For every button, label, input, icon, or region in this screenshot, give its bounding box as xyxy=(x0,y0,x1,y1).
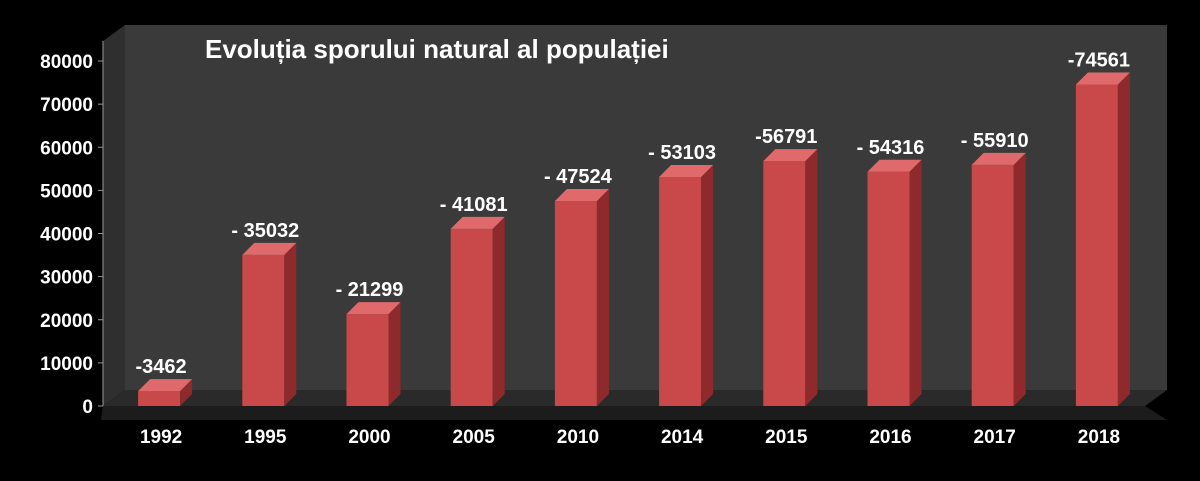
x-tick-label: 2015 xyxy=(765,427,808,448)
y-tick-label: 30000 xyxy=(40,268,93,289)
bar-side xyxy=(180,379,193,406)
data-label: -56791 xyxy=(755,126,817,148)
bar-front xyxy=(554,201,597,406)
bar-top xyxy=(242,242,297,255)
bar-side xyxy=(388,302,401,406)
floor-edge xyxy=(101,406,1167,420)
y-axis: 0 10000 20000 30000 40000 50000 60000 70000 8000… xyxy=(40,41,104,418)
data-label: - 55910 xyxy=(961,130,1029,152)
bar-front xyxy=(867,171,910,406)
bar-front xyxy=(1075,84,1118,406)
y-tick-label: 0 xyxy=(82,397,93,418)
data-label: -74561 xyxy=(1068,49,1130,71)
x-tick-label: 2014 xyxy=(661,427,704,448)
bar-top xyxy=(450,216,505,229)
data-label: - 41081 xyxy=(440,194,508,216)
bar-front xyxy=(659,176,702,406)
bar xyxy=(450,216,505,406)
x-tick-label: 2005 xyxy=(453,427,496,448)
bar-top xyxy=(554,189,609,202)
bar xyxy=(1075,72,1130,406)
bar-side xyxy=(1117,72,1130,406)
x-tick-label: 2016 xyxy=(869,427,911,448)
bar xyxy=(346,302,401,406)
data-label: - 53103 xyxy=(648,142,716,164)
y-tick-label: 10000 xyxy=(40,354,93,375)
data-label: - 35032 xyxy=(231,220,299,242)
bars: -3462 - 35032 - 21299 - 41081 - 47524 - 53103… xyxy=(136,49,1130,406)
bar-top xyxy=(1075,72,1130,85)
bar-side xyxy=(596,189,609,406)
bar-top xyxy=(659,164,714,177)
bar-side xyxy=(284,242,297,406)
bar-top xyxy=(763,149,818,162)
bar-front xyxy=(138,391,181,406)
bar xyxy=(242,242,297,406)
bar-side xyxy=(805,149,818,406)
bar-side xyxy=(909,159,922,406)
x-tick-label: 2000 xyxy=(348,427,390,448)
bar-top xyxy=(138,379,193,392)
bar xyxy=(659,164,714,406)
x-tick-label: 2017 xyxy=(974,427,1016,448)
bar-side xyxy=(1013,152,1026,406)
bar-front xyxy=(346,314,389,406)
bar xyxy=(763,149,818,406)
bar-side xyxy=(701,164,714,406)
bar xyxy=(138,379,193,406)
x-tick-label: 2018 xyxy=(1078,427,1120,448)
bar-top xyxy=(971,152,1026,165)
bar-front xyxy=(450,228,493,406)
side-wall xyxy=(103,25,125,406)
bar-top xyxy=(346,302,401,315)
y-tick-label: 60000 xyxy=(40,138,93,159)
data-label: - 47524 xyxy=(544,166,613,188)
bar xyxy=(867,159,922,406)
bar-front xyxy=(971,164,1014,406)
y-tick-label: 80000 xyxy=(40,52,93,73)
y-tick-label: 50000 xyxy=(40,181,93,202)
y-tick-label: 40000 xyxy=(40,225,93,246)
x-axis: 1992 1995 2000 2005 2010 2014 2015 2016 2017 2018 xyxy=(140,427,1120,448)
data-label: -3462 xyxy=(136,356,187,378)
x-tick-label: 2010 xyxy=(557,427,599,448)
y-tick-label: 70000 xyxy=(40,95,93,116)
x-tick-label: 1992 xyxy=(140,427,182,448)
bar-front xyxy=(242,254,285,406)
x-tick-label: 1995 xyxy=(244,427,287,448)
bar xyxy=(971,152,1026,406)
chart-title: Evoluția sporului natural al populației xyxy=(205,34,669,64)
data-label: - 21299 xyxy=(336,279,404,301)
bar-side xyxy=(492,216,505,406)
data-label: - 54316 xyxy=(857,137,925,159)
bar xyxy=(554,189,609,406)
bar-front xyxy=(763,161,806,406)
bar-top xyxy=(867,159,922,172)
y-tick-label: 20000 xyxy=(40,311,93,332)
